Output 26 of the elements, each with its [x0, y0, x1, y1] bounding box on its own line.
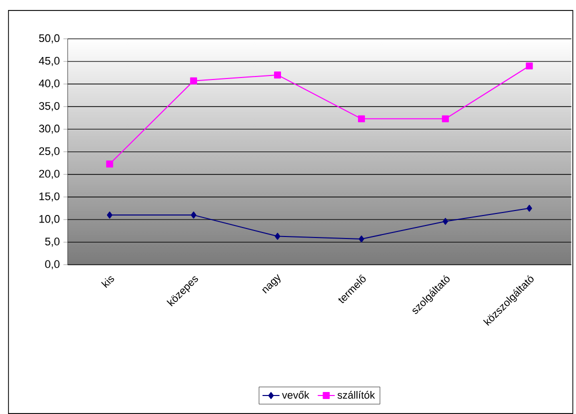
y-tick-label: 20,0 [39, 170, 60, 179]
y-tick-label: 0,0 [45, 260, 60, 270]
y-tick-label: 45,0 [38, 56, 60, 66]
y-tick-label: 15,0 [39, 192, 60, 202]
legend-label: szállítók [338, 390, 375, 399]
point [274, 232, 280, 240]
point [190, 77, 198, 84]
y-tick-label: 10,0 [39, 215, 60, 224]
y-tick-label: 35,0 [39, 102, 60, 112]
point [190, 212, 196, 219]
point [526, 62, 533, 70]
y-tick-label: 50,0 [39, 34, 60, 44]
point [106, 160, 114, 168]
legend-label: vevők [282, 390, 310, 399]
point [526, 204, 532, 212]
y-tick-label: 25,0 [39, 147, 60, 156]
point [106, 212, 112, 219]
point [442, 115, 449, 122]
point [358, 235, 364, 242]
point [274, 71, 282, 78]
point [442, 218, 448, 225]
y-tick-label: 40,0 [38, 79, 60, 89]
point [358, 115, 365, 122]
y-tick-label: 30,0 [39, 124, 60, 134]
x-tick-label: kis [101, 276, 114, 288]
y-tick-label: 5,0 [45, 238, 60, 247]
